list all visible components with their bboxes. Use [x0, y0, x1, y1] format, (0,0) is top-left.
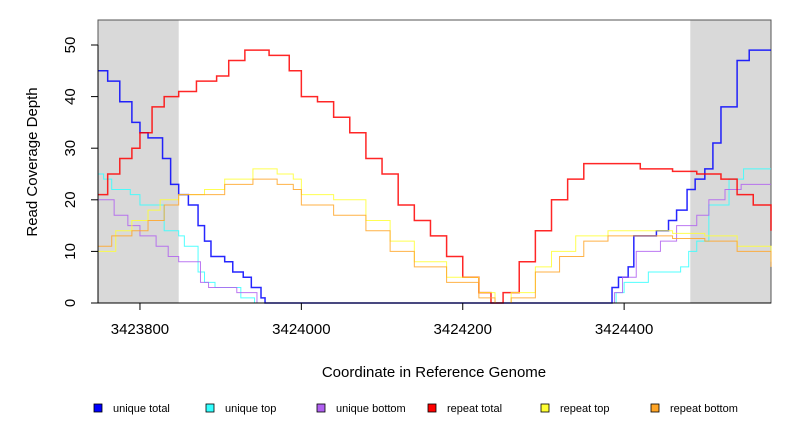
legend-swatch: [205, 403, 215, 413]
series-unique-bottom: [98, 183, 771, 304]
shaded-region-0: [98, 20, 179, 303]
x-tick-label: 3423800: [111, 321, 169, 338]
y-tick-label: 50: [62, 37, 79, 54]
y-tick-label: 30: [62, 140, 79, 157]
legend-item-unique-total: unique total: [93, 403, 170, 415]
legend-swatch: [427, 403, 437, 413]
legend-item-repeat-bottom: repeat bottom: [650, 403, 738, 415]
plot-frame: [97, 19, 772, 304]
legend-label: repeat bottom: [670, 403, 738, 415]
legend-item-repeat-total: repeat total: [427, 403, 502, 415]
x-tick-label: 3424000: [272, 321, 330, 338]
axes: 3423800 3424000 3424200 3424400 0 10 20 30 40 50: [62, 37, 771, 338]
y-tick-label: 0: [62, 299, 79, 307]
y-axis-label: Read Coverage Depth: [24, 87, 41, 236]
x-tick-label: 3424400: [595, 321, 653, 338]
legend-label: repeat total: [447, 403, 502, 415]
legend-item-unique-top: unique top: [205, 403, 276, 415]
legend-label: unique bottom: [336, 403, 406, 415]
legend-swatch: [540, 403, 550, 413]
series-repeat-bottom: [98, 178, 772, 304]
y-tick-label: 20: [62, 191, 79, 208]
series-unique-total: [98, 49, 771, 304]
shaded-regions: [98, 20, 771, 303]
x-tick-label: 3424200: [434, 321, 492, 338]
legend-swatch: [650, 403, 660, 413]
series-lines: [98, 49, 772, 304]
legend-swatch: [316, 403, 326, 413]
y-tick-label: 10: [62, 243, 79, 260]
series-unique-top: [98, 168, 771, 304]
legend-label: unique top: [225, 403, 276, 415]
legend-label: unique total: [113, 403, 170, 415]
shaded-region-1: [690, 20, 771, 303]
y-tick-label: 40: [62, 88, 79, 105]
series-repeat-total: [98, 49, 772, 304]
legend-item-repeat-top: repeat top: [540, 403, 610, 415]
legend-label: repeat top: [560, 403, 610, 415]
x-axis-label: Coordinate in Reference Genome: [322, 364, 546, 381]
legend: unique total unique top unique bottom repea…: [93, 403, 738, 415]
legend-item-unique-bottom: unique bottom: [316, 403, 406, 415]
legend-swatch: [93, 403, 103, 413]
